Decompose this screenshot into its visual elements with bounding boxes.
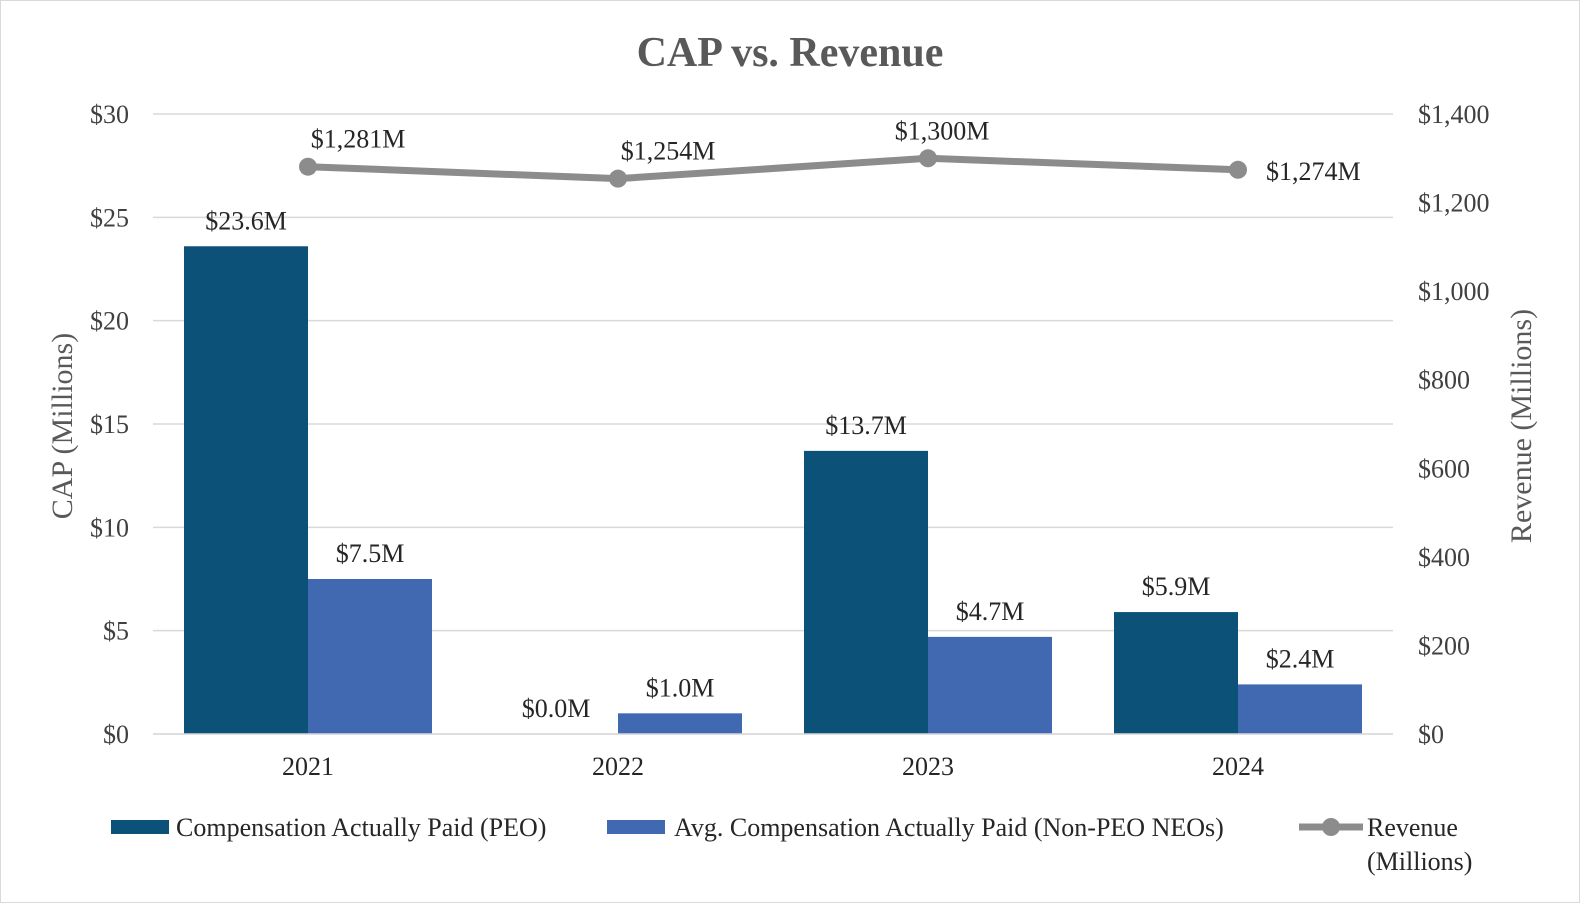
legend-label-peo: Compensation Actually Paid (PEO) (176, 813, 546, 842)
y-axis-title: CAP (Millions) (46, 333, 79, 519)
bar-neo (618, 713, 742, 734)
bar-data-label: $7.5M (336, 539, 405, 568)
y-tick-label: $20 (90, 307, 129, 336)
y-tick-label: $10 (90, 513, 129, 542)
bar-neo (928, 636, 1052, 734)
revenue-data-label: $1,274M (1266, 157, 1361, 186)
chart-title: CAP vs. Revenue (637, 30, 944, 76)
bar-data-label: $23.6M (205, 206, 287, 235)
y2-tick-label: $200 (1418, 631, 1470, 660)
revenue-data-label: $1,254M (621, 137, 716, 166)
bar-data-label: $5.9M (1142, 572, 1211, 601)
legend-swatch-neo (607, 820, 665, 834)
y-tick-label: $25 (90, 203, 129, 232)
y2-tick-label: $800 (1418, 366, 1470, 395)
y2-tick-label: $400 (1418, 543, 1470, 572)
bar-data-label: $13.7M (825, 411, 907, 440)
legend-label-revenue: Revenue (1367, 813, 1458, 842)
y2-tick-label: $1,400 (1418, 100, 1490, 129)
bar-neo (1238, 684, 1362, 734)
y-tick-label: $15 (90, 410, 129, 439)
y-tick-label: $0 (103, 720, 129, 749)
y2-tick-label: $600 (1418, 454, 1470, 483)
bar-data-label: $2.4M (1266, 644, 1335, 673)
x-axis: 2021 2022 2023 2024 (153, 733, 1393, 781)
bar-peo (1114, 612, 1238, 734)
revenue-point (919, 149, 937, 168)
y2-axis-ticks: $0 $200 $400 $600 $800 $1,000 $1,200 $1,400 (1418, 100, 1490, 749)
y2-tick-label: $1,200 (1418, 189, 1490, 218)
y-axis-ticks: $0 $5 $10 $15 $20 $25 $30 (90, 100, 129, 749)
legend-label-revenue-unit: (Millions) (1367, 847, 1472, 876)
x-tick-label: 2023 (902, 752, 954, 781)
x-tick-label: 2024 (1212, 752, 1264, 781)
revenue-point (1229, 160, 1247, 179)
y2-tick-label: $0 (1418, 720, 1444, 749)
bar-peo (184, 246, 308, 734)
data-labels: $23.6M $0.0M $13.7M $5.9M $7.5M $1.0M $4.7M $2.… (205, 116, 1360, 723)
revenue-line (299, 149, 1247, 188)
bar-data-label: $0.0M (522, 694, 591, 723)
x-tick-label: 2022 (592, 752, 644, 781)
revenue-point (609, 169, 627, 188)
bar-peo (804, 450, 928, 734)
legend-swatch-revenue-marker (1322, 818, 1340, 836)
bar-data-label: $1.0M (646, 673, 715, 702)
legend-swatch-peo (111, 820, 169, 834)
y2-tick-label: $1,000 (1418, 277, 1490, 306)
bar-data-label: $4.7M (956, 597, 1025, 626)
legend: Compensation Actually Paid (PEO) Avg. Com… (111, 813, 1472, 876)
revenue-data-label: $1,281M (311, 125, 406, 154)
revenue-point (299, 157, 317, 176)
revenue-line-path (307, 154, 1239, 183)
y2-axis-title: Revenue (Millions) (1505, 309, 1538, 543)
legend-label-neo: Avg. Compensation Actually Paid (Non-PEO… (674, 813, 1224, 842)
x-tick-label: 2021 (282, 752, 334, 781)
revenue-data-label: $1,300M (895, 116, 990, 145)
y-tick-label: $5 (103, 617, 129, 646)
bars (184, 246, 1362, 734)
y-tick-label: $30 (90, 100, 129, 129)
bar-neo (308, 579, 432, 734)
